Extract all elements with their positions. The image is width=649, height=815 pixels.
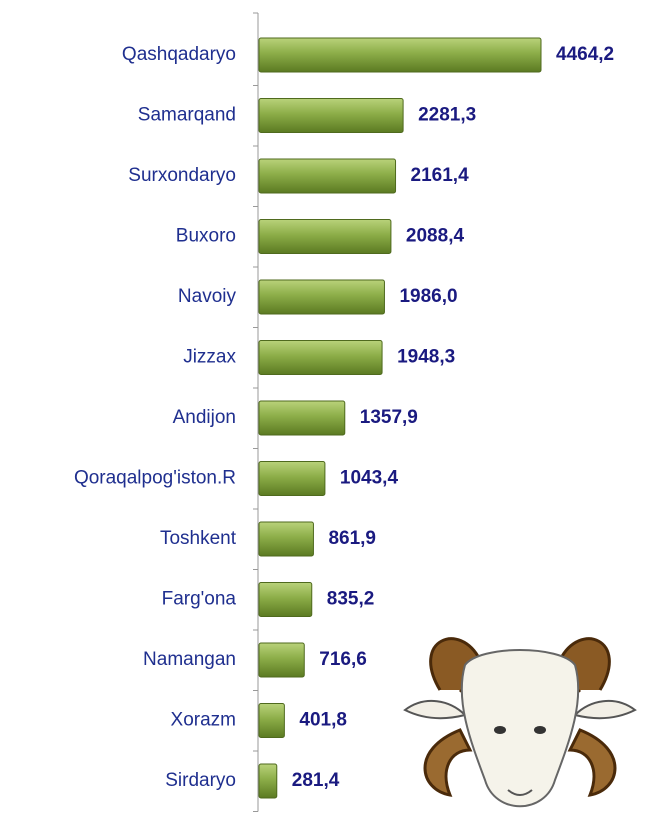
value-label: 401,8 — [299, 710, 347, 731]
bar — [259, 704, 284, 738]
bar — [259, 643, 304, 677]
bar — [259, 583, 312, 617]
category-label: Buxoro — [176, 226, 236, 247]
category-label: Samarqand — [138, 105, 236, 126]
category-label: Namangan — [143, 649, 236, 670]
category-label: Sirdaryo — [165, 770, 236, 791]
value-label: 281,4 — [292, 770, 340, 791]
bar — [259, 220, 391, 254]
value-label: 2281,3 — [418, 105, 476, 126]
value-label: 1043,4 — [340, 468, 399, 489]
bar — [259, 522, 313, 556]
value-label: 835,2 — [327, 589, 375, 610]
bar — [259, 462, 325, 496]
value-label: 1357,9 — [360, 407, 418, 428]
ram-illustration — [405, 639, 635, 807]
bar — [259, 341, 382, 375]
bar — [259, 99, 403, 133]
category-label: Xorazm — [171, 710, 236, 731]
value-label: 4464,2 — [556, 44, 614, 65]
category-label: Farg'ona — [162, 589, 237, 610]
category-label: Qashqadaryo — [122, 44, 236, 65]
value-label: 1986,0 — [399, 286, 457, 307]
bar — [259, 159, 396, 193]
bar — [259, 280, 384, 314]
category-label: Jizzax — [183, 347, 236, 368]
value-label: 2161,4 — [411, 165, 470, 186]
category-label: Qoraqalpog'iston.R — [74, 468, 236, 489]
bar — [259, 764, 277, 798]
chart: Qashqadaryo 4464,2 Samarqand 2281,3 Surxonda… — [0, 0, 649, 815]
value-label: 716,6 — [319, 649, 367, 670]
category-label: Toshkent — [160, 528, 237, 549]
category-label: Andijon — [173, 407, 236, 428]
value-label: 2088,4 — [406, 226, 465, 247]
category-label: Navoiy — [178, 286, 237, 307]
bar — [259, 38, 541, 72]
bar — [259, 401, 345, 435]
category-label: Surxondaryo — [128, 165, 236, 186]
value-label: 1948,3 — [397, 347, 455, 368]
value-label: 861,9 — [328, 528, 376, 549]
